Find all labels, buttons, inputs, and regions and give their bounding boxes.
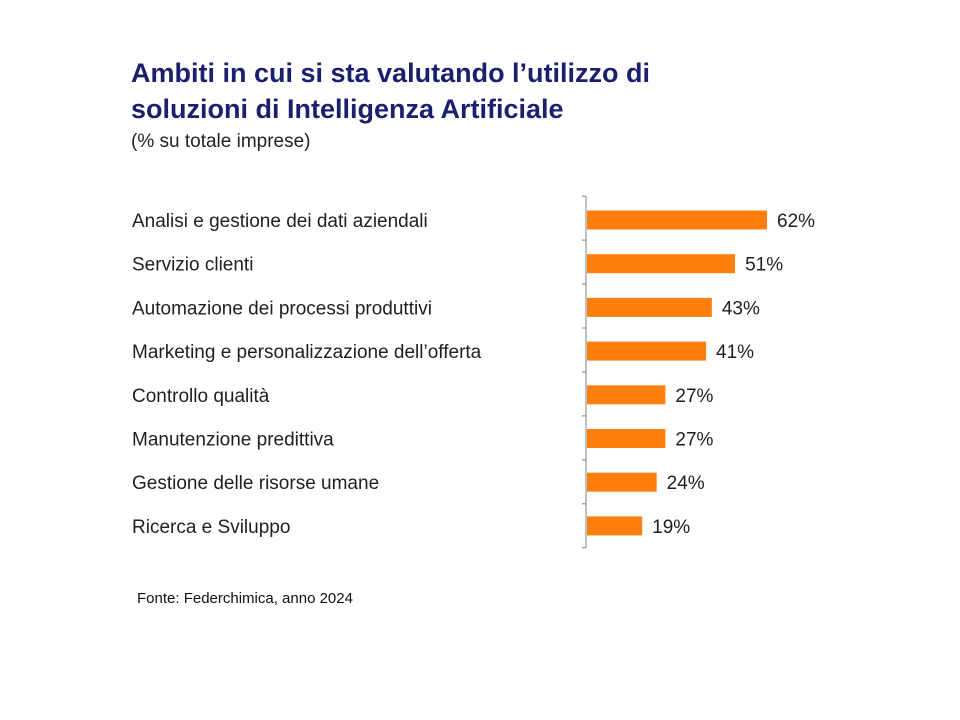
category-label: Automazione dei processi produttivi bbox=[132, 298, 432, 319]
chart-subtitle: (% su totale imprese) bbox=[131, 131, 311, 152]
value-label: 43% bbox=[722, 298, 760, 319]
value-label: 27% bbox=[675, 386, 713, 407]
bar bbox=[587, 341, 707, 361]
value-label: 19% bbox=[652, 517, 690, 538]
category-label: Servizio clienti bbox=[132, 255, 253, 276]
value-label: 27% bbox=[675, 430, 713, 451]
bar bbox=[587, 297, 712, 317]
bar bbox=[587, 429, 666, 448]
chart-title: Ambiti in cui si sta valutando l’utilizz… bbox=[131, 55, 831, 127]
source-note: Fonte: Federchimica, anno 2024 bbox=[137, 590, 353, 607]
bar bbox=[587, 516, 643, 536]
category-label: Ricerca e Sviluppo bbox=[132, 517, 290, 538]
bar bbox=[587, 472, 657, 492]
value-label: 41% bbox=[716, 342, 754, 363]
value-label: 24% bbox=[667, 473, 705, 494]
bar bbox=[587, 385, 666, 405]
category-label: Manutenzione predittiva bbox=[132, 430, 334, 451]
category-label: Gestione delle risorse umane bbox=[132, 473, 379, 494]
bar bbox=[587, 210, 767, 230]
bar bbox=[587, 254, 736, 274]
category-label: Marketing e personalizzazione dell’offer… bbox=[132, 342, 482, 363]
chart-title-line-2: soluzioni di Intelligenza Artificiale bbox=[131, 94, 564, 124]
value-label: 51% bbox=[745, 255, 783, 276]
value-label: 62% bbox=[777, 211, 815, 232]
category-label: Analisi e gestione dei dati aziendali bbox=[132, 211, 428, 232]
category-label: Controllo qualità bbox=[132, 386, 270, 407]
chart-title-line-1: Ambiti in cui si sta valutando l’utilizz… bbox=[131, 58, 651, 88]
